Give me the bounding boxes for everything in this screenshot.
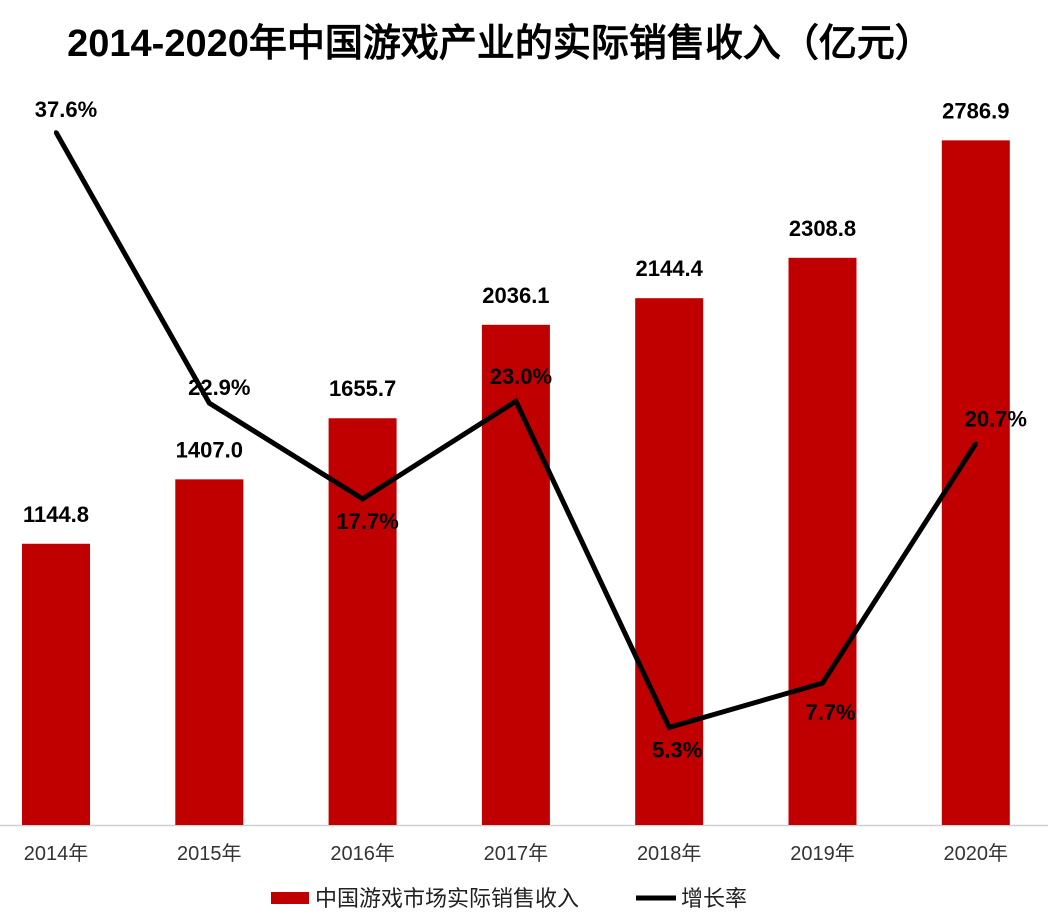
bar-value-label: 1407.0 bbox=[176, 437, 243, 462]
growth-point bbox=[667, 725, 672, 730]
growth-value-label: 22.9% bbox=[188, 375, 250, 400]
bar bbox=[788, 257, 857, 825]
x-tick-label: 2018年 bbox=[637, 842, 702, 865]
growth-value-label: 7.7% bbox=[805, 700, 855, 725]
growth-point bbox=[820, 681, 825, 686]
legend-line-label: 增长率 bbox=[681, 886, 747, 911]
bar bbox=[22, 543, 90, 825]
growth-value-label: 37.6% bbox=[35, 97, 97, 122]
bar bbox=[175, 479, 244, 825]
x-tick-label: 2017年 bbox=[484, 842, 549, 865]
bar-value-label: 1655.7 bbox=[329, 376, 396, 401]
growth-point bbox=[54, 130, 58, 135]
bar bbox=[635, 298, 704, 826]
bar-value-label: 2308.8 bbox=[789, 216, 856, 241]
growth-point bbox=[973, 441, 978, 446]
growth-value-label: 5.3% bbox=[652, 737, 702, 762]
legend-bar-label: 中国游戏市场实际销售收入 bbox=[315, 886, 579, 911]
growth-point bbox=[207, 401, 212, 406]
x-tick-label: 2020年 bbox=[944, 842, 1009, 865]
growth-point bbox=[360, 496, 365, 501]
chart-title: 2014-2020年中国游戏产业的实际销售收入（亿元） bbox=[67, 23, 933, 65]
x-tick-label: 2016年 bbox=[330, 842, 395, 865]
growth-value-label: 17.7% bbox=[336, 509, 398, 534]
x-tick-label: 2015年 bbox=[177, 842, 242, 865]
bar bbox=[328, 418, 397, 825]
legend-bar-swatch bbox=[271, 892, 309, 904]
x-tick-label: 2019年 bbox=[790, 842, 855, 865]
bar-value-label: 1144.8 bbox=[23, 502, 89, 527]
growth-point bbox=[513, 399, 518, 404]
x-tick-label: 2014年 bbox=[24, 842, 89, 865]
bar-value-label: 2144.4 bbox=[636, 256, 704, 281]
growth-value-label: 23.0% bbox=[490, 364, 552, 389]
bar bbox=[481, 324, 550, 825]
growth-value-label: 20.7% bbox=[965, 407, 1027, 432]
bar-value-label: 2786.9 bbox=[942, 98, 1009, 123]
bar-value-label: 2036.1 bbox=[482, 283, 549, 308]
